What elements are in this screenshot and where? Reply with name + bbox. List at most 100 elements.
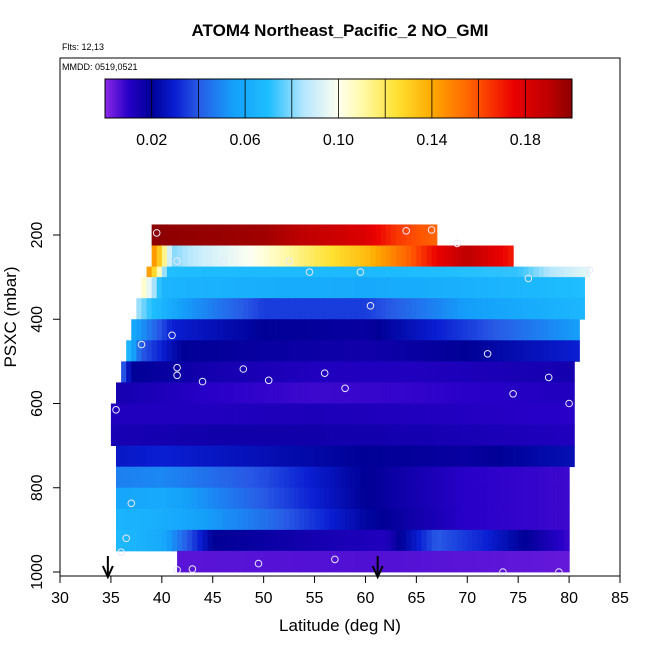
heatmap-cell [472, 487, 479, 510]
heatmap-cell [472, 319, 479, 341]
heatmap-cell [446, 245, 453, 267]
heatmap-cell [569, 382, 575, 404]
heatmap-cell [268, 382, 275, 404]
heatmap-cell [436, 403, 443, 425]
heatmap-cell [558, 277, 565, 299]
heatmap-cell [340, 340, 346, 362]
heatmap-cell [401, 487, 407, 510]
y-axis-label: PSXC (mbar) [1, 266, 20, 367]
heatmap-cell [228, 382, 234, 404]
heatmap-cell [508, 361, 514, 383]
heatmap-cell [110, 403, 117, 425]
heatmap-cell [166, 487, 173, 510]
heatmap-cell [268, 245, 275, 267]
heatmap-cell [304, 319, 311, 341]
heatmap-cell [273, 382, 280, 404]
heatmap-cell [564, 382, 570, 404]
heatmap-cell [543, 382, 550, 404]
heatmap-cell [558, 319, 565, 341]
heatmap-cell [365, 550, 372, 573]
heatmap-cell [345, 340, 351, 362]
heatmap-cell [365, 319, 372, 341]
heatmap-cell [431, 529, 438, 552]
heatmap-cell [558, 466, 565, 489]
heatmap-cell [299, 319, 305, 341]
heatmap-cell [436, 340, 443, 362]
heatmap-cell [375, 529, 382, 552]
heatmap-cell [462, 245, 468, 267]
heatmap-cell [411, 529, 417, 552]
heatmap-cell [492, 245, 499, 267]
heatmap-cell [263, 340, 270, 362]
heatmap-cell [304, 445, 311, 468]
heatmap-cell [508, 445, 514, 468]
heatmap-cell [355, 466, 361, 489]
heatmap-cell [156, 424, 163, 447]
heatmap-cell [309, 319, 316, 341]
observation-point [331, 555, 339, 564]
heatmap-cell [411, 277, 417, 299]
heatmap-cell [360, 340, 367, 362]
observation-point [509, 390, 517, 398]
heatmap-cell [228, 361, 234, 383]
heatmap-cell [446, 266, 453, 278]
heatmap-cell [243, 403, 249, 425]
heatmap-cell [421, 277, 428, 299]
heatmap-cell [533, 487, 540, 510]
heatmap-cell [121, 487, 127, 510]
heatmap-cell [258, 340, 265, 362]
flight-arrow-head [101, 565, 114, 580]
heatmap-cell [136, 361, 143, 383]
heatmap-cell [172, 245, 178, 267]
heatmap-cell [518, 298, 524, 320]
heatmap-cell [426, 550, 433, 573]
heatmap-cell [131, 340, 137, 362]
heatmap-cell [182, 340, 188, 362]
heatmap-cell [441, 382, 448, 404]
heatmap-cell [233, 424, 239, 447]
heatmap-cell [406, 466, 412, 489]
heatmap-cell [528, 277, 535, 299]
heatmap-cell [406, 382, 412, 404]
heatmap-cell [319, 266, 326, 278]
heatmap-cell [462, 550, 468, 573]
heatmap-cell [457, 403, 463, 425]
heatmap-cell [228, 403, 234, 425]
heatmap-cell [533, 529, 540, 552]
x-tick-label: 85 [611, 590, 629, 607]
heatmap-cell [284, 277, 290, 299]
heatmap-cell [411, 424, 417, 447]
heatmap-cell [345, 487, 351, 510]
heatmap-cell [334, 277, 341, 299]
heatmap-cell [253, 403, 260, 425]
heatmap-cell [161, 487, 168, 510]
heatmap-cell [564, 340, 570, 362]
heatmap-cell [421, 245, 428, 267]
heatmap-cell [508, 340, 514, 362]
heatmap-cell [177, 266, 183, 278]
heatmap-cell [161, 277, 168, 299]
heatmap-cell [482, 277, 489, 299]
heatmap-cell [416, 550, 423, 573]
heatmap-cell [319, 224, 326, 246]
heatmap-cell [345, 361, 351, 383]
heatmap-cell [497, 550, 504, 573]
heatmap-cell [452, 319, 458, 341]
heatmap-cell [294, 340, 300, 362]
heatmap-cell [564, 266, 570, 278]
heatmap-cell [314, 424, 321, 447]
heatmap-cell [177, 298, 183, 320]
heatmap-cell [136, 319, 143, 341]
heatmap-cell [446, 466, 453, 489]
heatmap-cell [360, 361, 367, 383]
heatmap-cell [166, 224, 173, 246]
heatmap-cell [482, 245, 489, 267]
heatmap-cell [289, 382, 295, 404]
heatmap-cell [222, 403, 229, 425]
heatmap-cell [528, 382, 535, 404]
heatmap-cell [477, 445, 484, 468]
heatmap-cell [161, 445, 168, 468]
heatmap-cell [441, 550, 448, 573]
heatmap-cell [329, 361, 336, 383]
